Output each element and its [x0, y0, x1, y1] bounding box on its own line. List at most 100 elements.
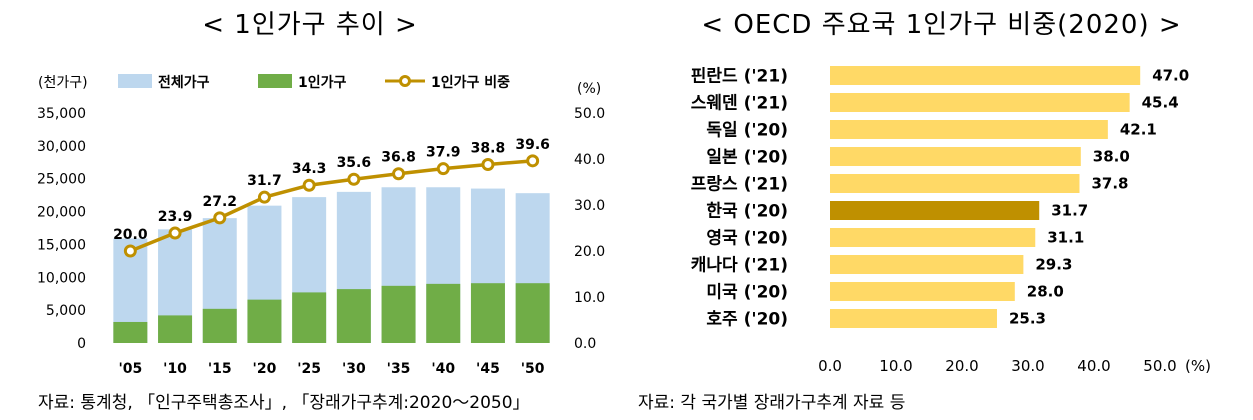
bar-single-households [247, 299, 282, 343]
country-bar [830, 201, 1040, 220]
bar-single-households [202, 308, 237, 343]
ratio-data-label: 36.8 [381, 150, 416, 166]
y-right-tick-label: 20.0 [574, 244, 605, 260]
y-right-unit-label: (%) [577, 81, 601, 97]
country-bar [830, 282, 1015, 301]
ratio-point [392, 167, 406, 181]
left-chart-panel: < 1인가구 추이 > (천가구) (%) 전체가구 1인가구 1인가구 비중 0 5,00… [0, 0, 620, 420]
bar-single-households [470, 283, 505, 343]
y-right-tick-label: 40.0 [574, 152, 605, 168]
country-bar [830, 228, 1036, 247]
bar-single-households [113, 321, 148, 343]
x-tick-label: '25 [297, 361, 321, 377]
x-tick-label: 30.0 [1011, 357, 1044, 375]
y-left-tick-label: 5,000 [46, 303, 86, 319]
x-tick-label: '30 [342, 361, 366, 377]
ratio-data-label: 20.0 [113, 227, 148, 243]
bar-single-households [426, 283, 461, 343]
country-value-label: 38.0 [1093, 148, 1130, 166]
country-bar [830, 255, 1024, 274]
country-label: 독일 ('20) [706, 121, 788, 141]
country-bar [830, 120, 1108, 139]
bar-single-households [158, 315, 193, 343]
legend-marker-ratio [399, 75, 411, 87]
country-label: 프랑스 ('21) [691, 175, 788, 195]
bar-single-households [515, 283, 550, 343]
ratio-point [347, 172, 361, 186]
y-right-tick-label: 10.0 [574, 290, 605, 306]
legend-swatch-single [258, 74, 292, 88]
country-bar [830, 174, 1080, 193]
ratio-data-label: 38.8 [471, 141, 506, 157]
left-source-note: 자료: 통계청, 「인구주택총조사」, 「장래가구추계:2020～2050」 [38, 393, 530, 413]
country-label: 일본 ('20) [706, 148, 788, 168]
x-tick-label: 0.0 [818, 357, 842, 375]
right-hbar-chart: 핀란드 ('21) 47.0 스웨덴 ('21) 45.4 독일 ('20) 42.1 일본… [691, 66, 1211, 375]
country-value-label: 47.0 [1152, 67, 1189, 85]
x-tick-label: 10.0 [879, 357, 912, 375]
ratio-data-label: 37.9 [426, 145, 461, 161]
legend-label-total: 전체가구 [158, 74, 210, 91]
ratio-data-label: 31.7 [247, 173, 282, 189]
country-label: 영국 ('20) [706, 229, 788, 249]
country-bar [830, 93, 1130, 112]
bar-single-households [292, 292, 327, 343]
x-tick-label: '45 [476, 361, 500, 377]
country-value-label: 45.4 [1142, 94, 1179, 112]
y-left-tick-label: 0 [77, 336, 86, 352]
left-chart-title: < 1인가구 추이 > [202, 10, 418, 40]
bar-single-households [336, 289, 371, 343]
y-left-tick-label: 30,000 [37, 139, 86, 155]
right-chart-title: < OECD 주요국 1인가구 비중(2020) > [701, 10, 1182, 40]
ratio-point [526, 154, 540, 168]
country-value-label: 25.3 [1009, 310, 1046, 328]
country-value-label: 42.1 [1120, 121, 1157, 139]
y-right-tick-label: 50.0 [574, 106, 605, 122]
country-label: 한국 ('20) [706, 202, 788, 222]
country-value-label: 28.0 [1027, 283, 1064, 301]
x-tick-label: 40.0 [1077, 357, 1110, 375]
country-label: 핀란드 ('21) [691, 67, 788, 87]
ratio-point [213, 211, 227, 225]
x-tick-label: '50 [521, 361, 545, 377]
country-label: 호주 ('20) [706, 310, 788, 330]
legend-swatch-total [118, 74, 152, 88]
country-value-label: 31.1 [1047, 229, 1084, 247]
left-combo-chart: (천가구) (%) 전체가구 1인가구 1인가구 비중 0 5,000 10,000 15,00… [37, 74, 605, 377]
country-bar [830, 66, 1141, 85]
right-chart-panel: < OECD 주요국 1인가구 비중(2020) > 핀란드 ('21) 47.0… [630, 0, 1253, 420]
x-tick-label: 50.0 [1143, 357, 1176, 375]
country-label: 캐나다 ('21) [691, 256, 788, 276]
x-tick-label: '40 [431, 361, 455, 377]
ratio-point [123, 244, 137, 258]
legend-label-ratio: 1인가구 비중 [431, 74, 510, 91]
x-tick-label: '20 [253, 361, 277, 377]
ratio-data-label: 23.9 [158, 209, 193, 225]
y-left-unit-label: (천가구) [38, 75, 88, 91]
country-value-label: 31.7 [1051, 202, 1088, 220]
country-value-label: 29.3 [1035, 256, 1072, 274]
ratio-data-label: 39.6 [515, 137, 550, 153]
country-label: 미국 ('20) [706, 283, 788, 303]
y-right-tick-label: 0.0 [574, 336, 596, 352]
country-bar [830, 147, 1081, 166]
ratio-data-label: 34.3 [292, 161, 327, 177]
y-left-tick-label: 15,000 [37, 237, 86, 253]
bar-single-households [381, 285, 416, 343]
y-left-tick-label: 20,000 [37, 205, 86, 221]
y-left-tick-label: 25,000 [37, 172, 86, 188]
ratio-point [302, 178, 316, 192]
x-tick-label: '10 [163, 361, 187, 377]
ratio-data-label: 35.6 [337, 155, 372, 171]
ratio-data-label: 27.2 [202, 194, 237, 210]
ratio-point [436, 162, 450, 176]
country-bar [830, 309, 997, 328]
ratio-point [168, 226, 182, 240]
x-tick-label: '05 [118, 361, 142, 377]
legend-label-single: 1인가구 [298, 74, 347, 91]
ratio-point [481, 158, 495, 172]
y-left-tick-label: 10,000 [37, 270, 86, 286]
right-source-note: 자료: 각 국가별 장래가구추계 자료 등 [638, 393, 906, 413]
x-tick-label: 20.0 [945, 357, 978, 375]
country-value-label: 37.8 [1091, 175, 1128, 193]
